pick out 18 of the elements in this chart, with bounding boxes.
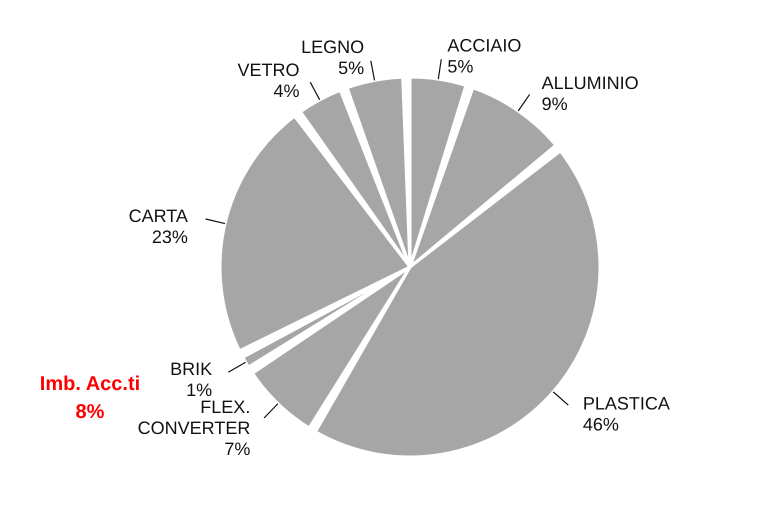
data-label: 4% <box>274 80 300 101</box>
slice-label: ALLUMINIO <box>542 72 639 93</box>
slice-label: ACCIAIO <box>447 35 522 56</box>
slice-label: FLEX. CONVERTER <box>138 397 250 438</box>
slice-label: PLASTICA <box>582 394 670 414</box>
data-label: 9% <box>542 94 568 114</box>
text: 8% <box>76 401 104 423</box>
slice-label: BRIK <box>170 358 212 379</box>
text: Imb. Acc.ti <box>38 372 142 397</box>
data-label: 5% <box>447 56 474 76</box>
data-label: 5% <box>338 58 364 78</box>
slice-label: CARTA <box>128 206 188 226</box>
data-label: 46% <box>582 414 619 435</box>
data-label: 23% <box>152 226 188 247</box>
slice-label: VETRO <box>238 60 300 80</box>
data-label: 1% <box>186 380 212 400</box>
slice-label: LEGNO <box>301 36 364 57</box>
data-label: 7% <box>224 439 250 460</box>
